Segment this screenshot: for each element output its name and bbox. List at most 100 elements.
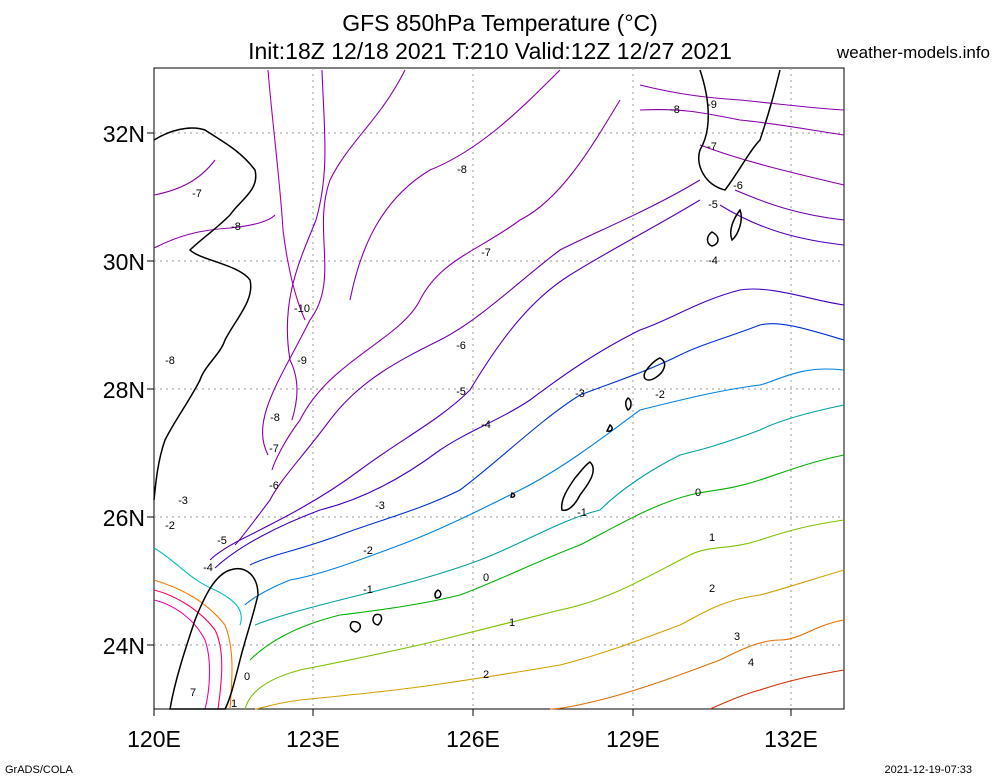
ishigaki-island (349, 620, 362, 633)
contour-label: -9 (297, 355, 307, 367)
contour-minus-7 (271, 99, 621, 471)
latitude-labels: 32N 30N 28N 26N 24N (103, 121, 145, 659)
contour-label: -8 (270, 412, 280, 424)
contour-minus-7c (153, 159, 216, 196)
contour-label: 1 (509, 617, 515, 629)
contour-label: -2 (165, 520, 175, 532)
contour-label: -8 (231, 221, 241, 233)
contour-label: -5 (217, 535, 227, 547)
contour-3 (549, 619, 845, 710)
contour-label: -5 (708, 199, 718, 211)
footer-timestamp: 2021-12-19-07:33 (884, 764, 972, 776)
taiwan-island (169, 568, 259, 710)
contour-label: -7 (192, 188, 202, 200)
amami-island (643, 357, 666, 381)
contour-label: -9 (707, 99, 717, 111)
contour-minus-4 (214, 288, 845, 569)
lon-label: 126E (446, 726, 500, 752)
lat-label: 26N (103, 505, 145, 531)
contour-minus-6 (234, 179, 701, 546)
axis-ticks (147, 132, 792, 716)
contour-label: -4 (708, 255, 718, 267)
contour-minus-8 (262, 69, 406, 456)
contour-label: 2 (709, 583, 715, 595)
contour-label: -6 (733, 180, 743, 192)
contour-label: 7 (190, 687, 196, 699)
contour-warm-b (153, 599, 211, 710)
lon-label: 132E (764, 726, 818, 752)
contour-label: 4 (748, 657, 754, 669)
contour-label: -3 (375, 500, 385, 512)
small-island-b (625, 397, 632, 411)
contour-minus-8c (639, 108, 845, 136)
coastlines (153, 69, 781, 710)
lat-label: 30N (103, 249, 145, 275)
contour-labels: -9 -9 -8 -8 -8 -8 -8 -7 -7 -7 -7 -6 -6 -… (165, 99, 754, 710)
lon-label: 123E (286, 726, 340, 752)
small-island-a (434, 589, 442, 599)
contour-minus-8b (349, 69, 561, 301)
contour-label: 1 (709, 532, 715, 544)
contour-2 (254, 569, 845, 710)
contour-warm-a (153, 589, 223, 710)
contour-label: 0 (695, 487, 701, 499)
contour-label: -5 (456, 386, 466, 398)
kyushu-coast (698, 69, 781, 191)
contour-label: -4 (481, 419, 491, 431)
contour-label: -10 (294, 303, 310, 315)
contour-label: -6 (456, 340, 466, 352)
contour-label: 1 (231, 698, 237, 710)
contour-label: -1 (577, 507, 587, 519)
tanegashima-island (729, 208, 743, 242)
contour-minus-5 (209, 199, 701, 561)
contour-label: -8 (165, 355, 175, 367)
contour-label: 3 (734, 631, 740, 643)
small-island-c (605, 423, 613, 432)
contour-warm-d (153, 547, 242, 626)
contour-minus-5b (719, 204, 845, 246)
lat-label: 28N (103, 377, 145, 403)
graticule (154, 68, 844, 709)
footer-software-label: GrADS/COLA (5, 764, 73, 776)
contour-minus-10 (267, 69, 306, 321)
contour-minus-6b (734, 189, 845, 221)
contour-label: -8 (457, 164, 467, 176)
contour-minus-9 (286, 69, 326, 421)
temperature-contours (153, 69, 845, 710)
contour-label: 2 (483, 669, 489, 681)
contour-label: -4 (203, 562, 213, 574)
lat-label: 24N (103, 633, 145, 659)
contour-minus-8d (153, 214, 276, 249)
contour-1 (244, 519, 845, 710)
contour-4 (709, 669, 845, 710)
contour-label: -1 (363, 584, 373, 596)
brand-label: weather-models.info (836, 43, 990, 62)
contour-minus-9b (639, 84, 845, 111)
okinawa-island (560, 461, 594, 512)
contour-label: -6 (269, 480, 279, 492)
longitude-labels: 120E 123E 126E 129E 132E (127, 726, 818, 752)
contour-minus-1 (254, 404, 845, 626)
contour-0 (249, 454, 845, 661)
contour-label: -7 (481, 247, 491, 259)
lon-label: 129E (606, 726, 660, 752)
yakushima-island (706, 231, 719, 247)
contour-minus-2 (244, 368, 845, 606)
lon-label: 120E (127, 726, 181, 752)
contour-minus-7b (699, 144, 845, 186)
contour-warm-c (153, 579, 233, 710)
chart-subtitle: Init:18Z 12/18 2021 T:210 Valid:12Z 12/2… (248, 38, 732, 64)
contour-label: -3 (575, 388, 585, 400)
contour-label: -2 (655, 389, 665, 401)
contour-label: 0 (244, 671, 250, 683)
lat-label: 32N (103, 121, 145, 147)
miyako-island (372, 613, 383, 626)
contour-label: -7 (269, 443, 279, 455)
contour-label: -2 (363, 545, 373, 557)
contour-label: 0 (483, 572, 489, 584)
contour-label: -8 (670, 104, 680, 116)
small-island-d (510, 492, 516, 498)
contour-label: -3 (178, 495, 188, 507)
contour-label: -7 (707, 141, 717, 153)
